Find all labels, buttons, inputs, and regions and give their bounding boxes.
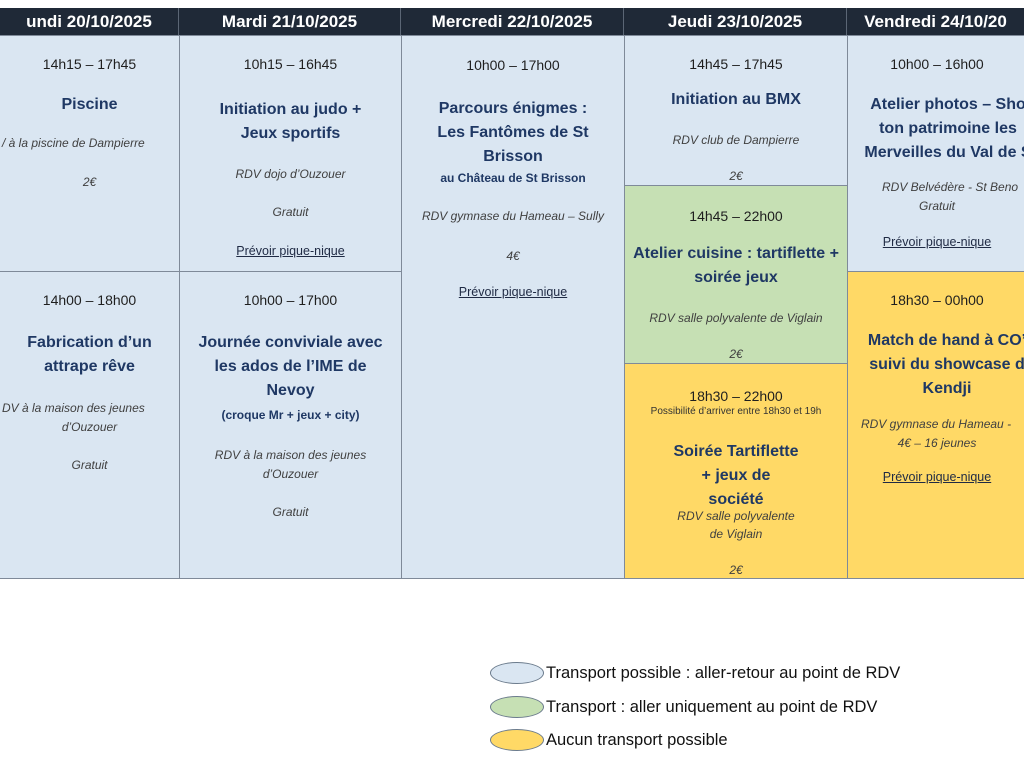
picnic-link[interactable]: Prévoir pique-nique <box>458 285 568 299</box>
legend-swatch-blue <box>490 662 544 684</box>
legend-item-one-way: Transport : aller uniquement au point de… <box>490 696 877 718</box>
activity-monday-piscine: 14h15 – 17h45 Piscine / à la piscine de … <box>0 35 180 272</box>
header-tuesday: Mardi 21/10/2025 <box>179 8 401 35</box>
activity-friday-hand: 18h30 – 00h00 Match de hand à CO’ suivi … <box>847 271 1024 579</box>
activity-tuesday-ime: 10h00 – 17h00 Journée conviviale avec le… <box>179 271 402 579</box>
activity-price: 2€ <box>729 169 743 183</box>
activity-price: 2€ <box>82 175 97 189</box>
activity-time: 14h00 – 18h00 <box>42 292 137 308</box>
activity-thursday-soiree: 18h30 – 22h00 Possibilité d’arriver entr… <box>624 363 848 579</box>
activity-monday-attrape-reve: 14h00 – 18h00 Fabrication d’un attrape r… <box>0 271 180 579</box>
header-wednesday: Mercredi 22/10/2025 <box>401 8 624 35</box>
activity-time: 14h45 – 17h45 <box>689 56 783 72</box>
activity-place: RDV salle polyvalente <box>677 509 795 523</box>
activity-title: Initiation au BMX <box>671 91 801 108</box>
activity-note: Possibilité d’arriver entre 18h30 et 19h <box>650 406 822 417</box>
activity-wednesday-parcours: 10h00 – 17h00 Parcours énigmes : Les Fan… <box>401 35 625 579</box>
activity-place: DV à la maison des jeunes <box>2 401 145 415</box>
picnic-link[interactable]: Prévoir pique-nique <box>882 235 992 249</box>
activity-thursday-bmx: 14h45 – 17h45 Initiation au BMX RDV club… <box>624 35 848 186</box>
activity-subtitle: au Château de St Brisson <box>440 171 586 185</box>
activity-price: Gratuit <box>71 458 108 472</box>
activity-subtitle: (croque Mr + jeux + city) <box>221 408 360 422</box>
header-monday: undi 20/10/2025 <box>0 8 179 35</box>
legend-label: Transport possible : aller-retour au poi… <box>546 663 901 682</box>
picnic-link[interactable]: Prévoir pique-nique <box>882 470 992 484</box>
activity-place: RDV dojo d’Ouzouer <box>235 167 346 181</box>
activity-place: RDV à la maison des jeunes <box>214 448 367 462</box>
activity-price: Gratuit <box>918 199 955 213</box>
activity-price: Gratuit <box>272 505 309 519</box>
legend-swatch-yellow <box>490 729 544 751</box>
activity-time: 10h15 – 16h45 <box>243 56 338 72</box>
activity-title: Initiation au judo + Jeux sportifs <box>219 101 362 142</box>
legend-item-no-transport: Aucun transport possible <box>490 729 728 751</box>
activity-place: / à la piscine de Dampierre <box>2 136 145 150</box>
activity-time: 10h00 – 17h00 <box>466 57 560 73</box>
activity-price: 2€ <box>729 347 743 361</box>
activity-place: de Viglain <box>709 527 763 541</box>
activity-place: RDV club de Dampierre <box>672 133 800 147</box>
activity-place: d’Ouzouer <box>262 467 319 481</box>
activity-title: Journée conviviale avec les ados de l’IM… <box>198 334 383 399</box>
legend-swatch-green <box>490 696 544 718</box>
header-friday: Vendredi 24/10/20 <box>847 8 1024 35</box>
activity-place: RDV salle polyvalente de Viglain <box>649 311 823 325</box>
activity-thursday-cuisine: 14h45 – 22h00 Atelier cuisine : tartifle… <box>624 185 848 364</box>
picnic-link[interactable]: Prévoir pique-nique <box>236 244 345 258</box>
legend-item-round-trip: Transport possible : aller-retour au poi… <box>490 662 900 684</box>
activity-tuesday-judo: 10h15 – 16h45 Initiation au judo + Jeux … <box>179 35 402 272</box>
activity-title: Piscine <box>61 96 118 113</box>
activity-time: 18h30 – 00h00 <box>890 292 984 308</box>
activity-title: Soirée Tartiflette + jeux de société <box>673 443 799 508</box>
legend-label: Aucun transport possible <box>546 730 728 749</box>
activity-time: 18h30 – 22h00 <box>689 388 783 404</box>
activity-price: 4€ <box>506 249 520 263</box>
header-thursday: Jeudi 23/10/2025 <box>624 8 847 35</box>
activity-price: Gratuit <box>272 205 309 219</box>
activity-title: Fabrication d’un attrape rêve <box>27 334 152 375</box>
activity-place: d’Ouzouer <box>61 420 118 434</box>
activity-place: RDV gymnase du Hameau - <box>861 417 1012 431</box>
activity-title: Atelier photos – Sho ton patrimoine les … <box>864 96 1024 161</box>
activity-time: 10h00 – 16h00 <box>890 56 984 72</box>
legend-label: Transport : aller uniquement au point de… <box>546 697 878 716</box>
activity-place: RDV gymnase du Hameau – Sully <box>421 209 605 223</box>
activity-time: 10h00 – 17h00 <box>243 292 338 308</box>
activity-place: RDV Belvédère - St Beno <box>882 180 1019 194</box>
activity-price: 4€ – 16 jeunes <box>897 436 977 450</box>
activity-time: 14h15 – 17h45 <box>42 56 137 72</box>
activity-title: Atelier cuisine : tartiflette + soirée j… <box>633 245 839 286</box>
activity-friday-photos: 10h00 – 16h00 Atelier photos – Sho ton p… <box>847 35 1024 272</box>
activity-title: Match de hand à CO’ suivi du showcase d … <box>867 332 1024 397</box>
activity-title: Parcours énigmes : Les Fantômes de St Br… <box>437 100 589 165</box>
activity-time: 14h45 – 22h00 <box>689 208 783 224</box>
activity-price: 2€ <box>729 563 743 577</box>
